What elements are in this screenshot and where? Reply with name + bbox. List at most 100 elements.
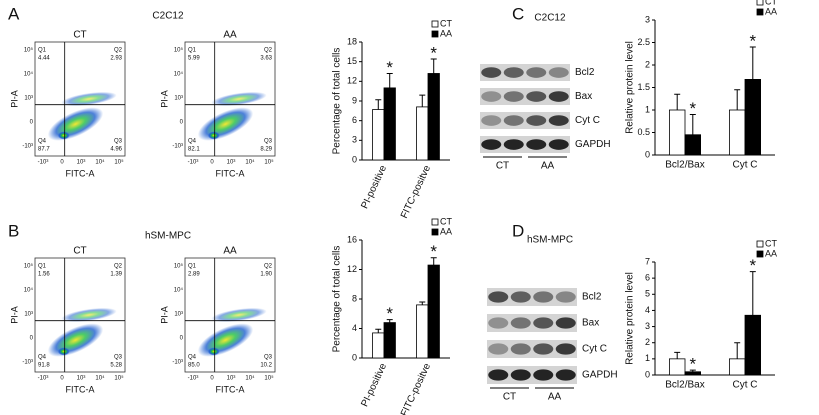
blot-band <box>481 67 502 78</box>
flow-x-tick: 10⁴ <box>95 159 105 166</box>
flow-x-tick: 0 <box>60 160 64 166</box>
y-tick-label: 2.5 <box>637 37 650 47</box>
bar <box>383 322 396 359</box>
bar <box>416 106 429 161</box>
error-bar <box>430 58 437 74</box>
error-bar <box>734 342 741 359</box>
y-tick-label: 3 <box>645 14 650 24</box>
blot-band <box>533 317 554 329</box>
y-tick-label: 2 <box>645 337 650 347</box>
group-label: AA <box>548 392 562 403</box>
legend-swatch <box>756 250 764 258</box>
protein-label: Bcl2 <box>575 67 595 78</box>
panel-label: B <box>8 221 19 240</box>
quadrant-value: 1.56 <box>38 272 50 278</box>
panel-label: C <box>512 4 524 23</box>
bar <box>744 314 762 376</box>
panel-title: C2C12 <box>534 13 566 24</box>
bar <box>383 87 396 161</box>
flow-x-tick: 10⁵ <box>264 159 274 166</box>
flow-y-tick: 10⁴ <box>174 287 184 294</box>
panel-title: hSM-MPC <box>145 231 191 242</box>
y-tick-label: 1 <box>645 353 650 363</box>
quadrant-value: 5.28 <box>110 363 122 369</box>
y-tick-label: 0 <box>645 369 650 379</box>
significance: * <box>749 256 756 275</box>
significance: * <box>689 355 696 374</box>
x-tick-label: Bcl2/Bax <box>665 380 704 391</box>
x-tick-label: FITC-positve <box>399 163 433 220</box>
flow-x-tick: 0 <box>60 376 64 382</box>
flow-x-label: FITC-A <box>216 168 245 178</box>
y-tick-label: 0 <box>645 149 650 159</box>
flow-x-label: FITC-A <box>216 384 245 394</box>
quadrant-value: 3.63 <box>260 56 272 62</box>
flow-x-tick: 10⁴ <box>245 159 255 166</box>
flow-x-tick: -10³ <box>188 160 199 166</box>
quadrant-value: 87.7 <box>38 147 50 153</box>
blot-band <box>510 343 531 355</box>
y-axis-label: Percentage of total cells <box>332 246 343 353</box>
flow-y-label: PI-A <box>159 306 169 324</box>
quadrant-value: 85.0 <box>188 363 200 369</box>
cell-core <box>57 347 70 356</box>
x-tick-label: Bcl2/Bax <box>665 160 704 171</box>
blot-band <box>510 291 531 303</box>
error-bar <box>419 94 426 107</box>
blot-band <box>548 67 569 78</box>
quadrant-name: Q4 <box>188 355 197 361</box>
flow-frame <box>34 257 126 373</box>
flow-y-label: PI-A <box>9 306 19 324</box>
quadrant-name: Q3 <box>264 355 273 361</box>
y-axis-label: Relative protein level <box>625 41 636 134</box>
error-bar <box>749 271 756 316</box>
flow-y-tick: -10³ <box>172 144 183 150</box>
flow-y-tick: 10⁴ <box>24 71 34 78</box>
quadrant-name: Q3 <box>264 139 273 145</box>
blot-band <box>488 343 509 355</box>
significance: * <box>386 58 393 77</box>
y-axis-label: Relative protein level <box>625 272 636 365</box>
y-tick-label: 6 <box>352 115 357 125</box>
x-tick-label: Cyt C <box>733 380 758 391</box>
y-tick-label: 2 <box>645 59 650 69</box>
flow-y-tick: -10³ <box>22 360 33 366</box>
flow-x-tick: 10³ <box>227 160 236 166</box>
blot-band <box>526 67 547 78</box>
error-bar <box>419 301 426 305</box>
flow-x-tick: -10³ <box>38 376 49 382</box>
protein-label: GAPDH <box>575 139 611 150</box>
legend-swatch <box>756 8 764 16</box>
flow-x-tick: 10³ <box>77 376 86 382</box>
error-bar <box>375 328 382 333</box>
legend-swatch <box>431 228 439 236</box>
cell-cloud <box>61 307 117 323</box>
error-bar <box>674 351 681 359</box>
blot-band <box>526 139 547 150</box>
flow-y-tick: 10³ <box>24 312 33 318</box>
quadrant-name: Q1 <box>188 264 197 270</box>
quadrant-value: 4.96 <box>110 147 122 153</box>
legend-label: AA <box>440 28 452 38</box>
significance: * <box>689 99 696 118</box>
flow-x-tick: 10⁴ <box>245 375 255 382</box>
cell-core <box>207 131 220 140</box>
blot-band <box>526 91 547 102</box>
quadrant-value: 2.89 <box>188 272 200 278</box>
flow-y-label: PI-A <box>9 90 19 108</box>
x-tick-label: PI-positive <box>359 361 389 408</box>
flow-y-tick: -10³ <box>172 360 183 366</box>
blot-band <box>481 115 502 126</box>
error-bar <box>734 89 741 110</box>
quadrant-name: Q4 <box>188 139 197 145</box>
cell-cloud <box>211 307 267 323</box>
flow-y-label: PI-A <box>159 90 169 108</box>
protein-label: Bax <box>582 318 599 329</box>
blot-strip <box>487 314 577 332</box>
protein-label: Bax <box>575 91 592 102</box>
flow-y-tick: 10³ <box>174 96 183 102</box>
blot-band <box>481 91 502 102</box>
flow-y-tick: 10³ <box>174 312 183 318</box>
cell-core <box>57 131 70 140</box>
